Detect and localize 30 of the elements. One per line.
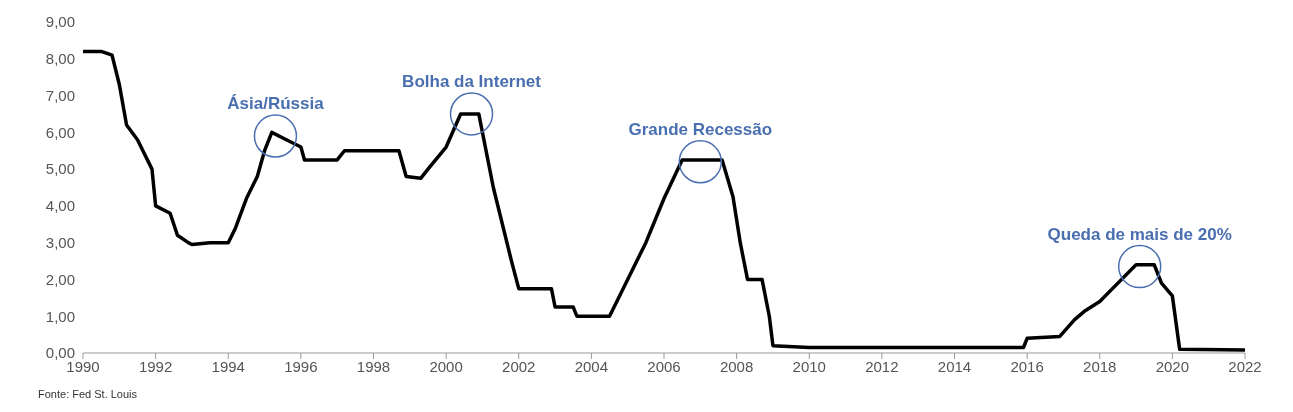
y-tick-label: 7,00 [45, 86, 75, 104]
x-tick-label: 2020 [1155, 357, 1190, 375]
x-tick-label: 2006 [647, 357, 681, 375]
x-tick-label: 1994 [211, 357, 245, 375]
x-tick-label: 1992 [138, 357, 173, 375]
y-tick-label: 9,00 [45, 13, 75, 31]
x-tick-label: 2002 [502, 357, 536, 375]
source-note: Fonte: Fed St. Louis [38, 388, 139, 400]
x-tick-label: 2014 [937, 357, 972, 375]
x-tick-label: 1996 [284, 357, 318, 375]
y-tick-label: 1,00 [45, 307, 75, 325]
x-tick-label: 2000 [429, 357, 463, 375]
x-tick-label: 2016 [1010, 357, 1044, 375]
x-tick-label: 2004 [574, 357, 609, 375]
y-tick-label: 6,00 [45, 123, 75, 141]
annotation: Grande Recessão [628, 119, 773, 139]
x-tick-label: 2022 [1228, 357, 1262, 375]
x-tick-label: 1998 [356, 357, 391, 375]
y-tick-label: 8,00 [45, 50, 75, 68]
x-tick-label: 2008 [719, 357, 754, 375]
annotation: Bolha da Internet [402, 71, 542, 91]
y-tick-label: 3,00 [45, 233, 75, 251]
y-tick-label: 5,00 [45, 160, 75, 178]
y-tick-label: 2,00 [45, 270, 75, 288]
annotation: Queda de mais de 20% [1047, 224, 1232, 244]
annotation: Ásia/Rússia [227, 94, 325, 114]
x-tick-label: 2018 [1083, 357, 1117, 375]
x-tick-label: 2012 [865, 357, 899, 375]
y-tick-label: 4,00 [45, 197, 75, 215]
x-tick-label: 2010 [792, 357, 826, 375]
